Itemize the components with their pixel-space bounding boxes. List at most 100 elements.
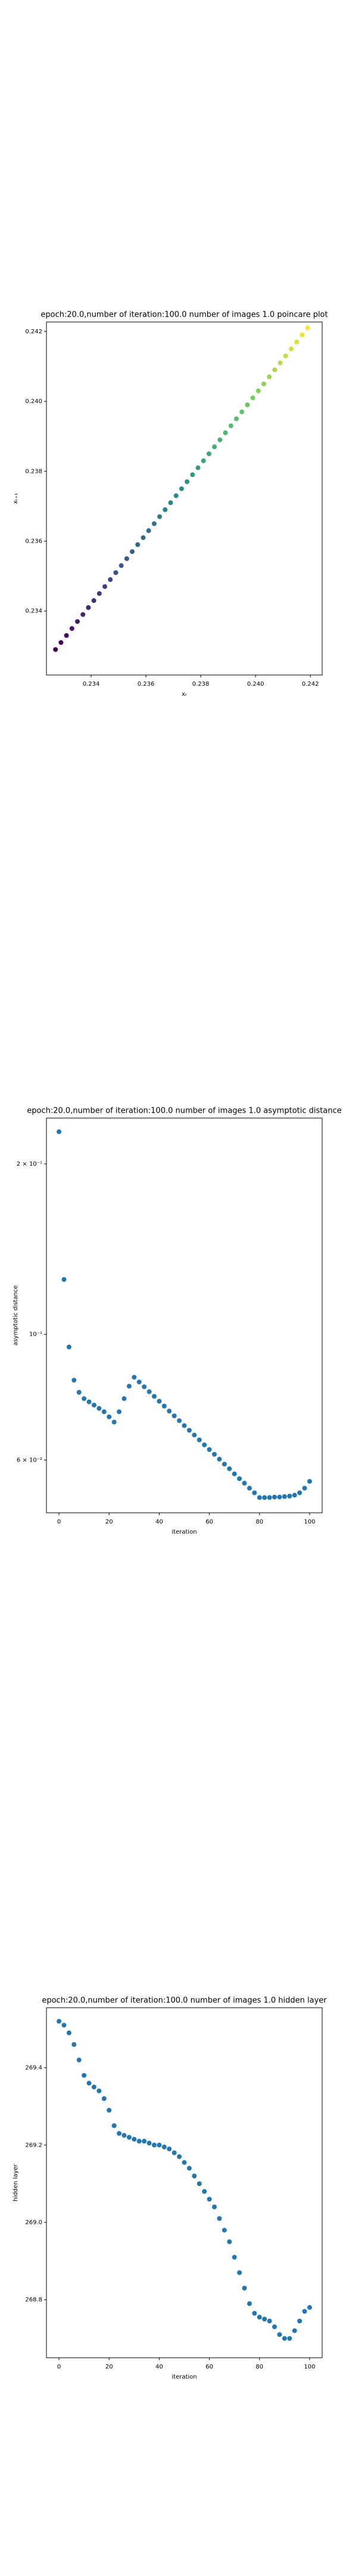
- point: [227, 2239, 232, 2244]
- point: [71, 1377, 77, 1383]
- point: [277, 1494, 282, 1500]
- point: [267, 374, 272, 380]
- point: [242, 2286, 247, 2291]
- point: [151, 521, 157, 527]
- point: [91, 598, 96, 603]
- point: [239, 409, 245, 414]
- plot-area: [46, 1117, 323, 1513]
- point: [250, 395, 255, 401]
- point: [86, 605, 91, 610]
- point: [195, 465, 201, 470]
- point: [146, 1389, 152, 1394]
- point: [57, 1129, 62, 1134]
- point: [111, 2123, 117, 2128]
- point: [126, 1383, 132, 1389]
- point: [223, 430, 228, 435]
- point: [167, 2146, 172, 2151]
- point: [69, 626, 74, 631]
- point: [282, 2336, 287, 2341]
- point: [182, 2160, 187, 2165]
- point: [163, 507, 168, 512]
- y-tick-label: 2 × 10⁻¹: [17, 1161, 42, 1168]
- x-tick-label: 0: [57, 2364, 61, 2370]
- point: [247, 1485, 252, 1491]
- point: [186, 2166, 192, 2171]
- point: [228, 423, 233, 429]
- point: [277, 2332, 282, 2337]
- point: [64, 633, 69, 638]
- point: [222, 1462, 227, 1467]
- point: [217, 1457, 222, 1462]
- point: [267, 1495, 272, 1500]
- x-tick-label: 60: [205, 1519, 213, 1525]
- point: [96, 591, 102, 596]
- point: [132, 2137, 137, 2142]
- point: [237, 2270, 242, 2275]
- point: [232, 2255, 237, 2260]
- point: [294, 339, 300, 345]
- x-tick-label: 100: [304, 1519, 315, 1525]
- point: [132, 1374, 137, 1380]
- point: [190, 472, 195, 478]
- point: [66, 1344, 71, 1349]
- point: [179, 486, 184, 491]
- x-tick-label: 80: [255, 2364, 263, 2370]
- point: [121, 1396, 127, 1401]
- point: [61, 1277, 67, 1282]
- point: [233, 416, 239, 422]
- point: [222, 2227, 227, 2233]
- point: [272, 1494, 277, 1500]
- point: [76, 1389, 82, 1395]
- point: [297, 2318, 303, 2324]
- point: [255, 388, 261, 394]
- point: [91, 1402, 96, 1408]
- point: [142, 2138, 147, 2144]
- point: [186, 1428, 192, 1433]
- point: [101, 1409, 107, 1414]
- x-tick-label: 0.238: [192, 681, 210, 688]
- x-tick-label: 20: [105, 1519, 113, 1525]
- point: [136, 2138, 142, 2144]
- point: [108, 577, 113, 582]
- point: [287, 1494, 292, 1499]
- y-axis-label: asymptotic distance: [13, 1285, 19, 1345]
- y-tick-label: 269.4: [25, 2065, 42, 2072]
- point: [76, 2057, 82, 2063]
- point: [177, 1418, 182, 1423]
- point: [141, 535, 146, 540]
- point: [262, 1495, 267, 1500]
- point: [173, 493, 179, 499]
- point: [126, 2135, 132, 2140]
- x-tick-label: 80: [255, 1519, 263, 1525]
- x-tick-label: 0.240: [247, 681, 264, 688]
- point: [111, 1419, 117, 1425]
- y-tick-label: 6 × 10⁻²: [17, 1457, 42, 1463]
- point: [245, 402, 250, 407]
- point: [252, 2311, 257, 2316]
- y-tick-label: 0.240: [25, 398, 42, 405]
- point: [53, 647, 58, 652]
- point: [167, 1408, 172, 1414]
- x-tick-label: 40: [155, 2364, 163, 2370]
- point: [252, 1490, 257, 1496]
- y-tick-label: 0.236: [25, 538, 42, 545]
- point: [168, 500, 173, 506]
- point: [267, 2318, 272, 2324]
- point: [292, 1493, 297, 1498]
- point: [192, 2174, 197, 2179]
- point: [82, 1396, 87, 1401]
- y-tick-label: 0.238: [25, 468, 42, 475]
- point: [101, 2096, 107, 2101]
- point: [119, 563, 124, 568]
- point: [237, 1476, 242, 1481]
- point: [185, 479, 190, 484]
- x-tick-label: 60: [205, 2364, 213, 2370]
- point: [151, 1394, 157, 1399]
- point: [201, 458, 206, 463]
- chart-title: epoch:20.0,number of iteration:100.0 num…: [27, 1107, 341, 1116]
- point: [135, 542, 141, 547]
- point: [107, 1414, 112, 1420]
- point: [212, 2205, 217, 2210]
